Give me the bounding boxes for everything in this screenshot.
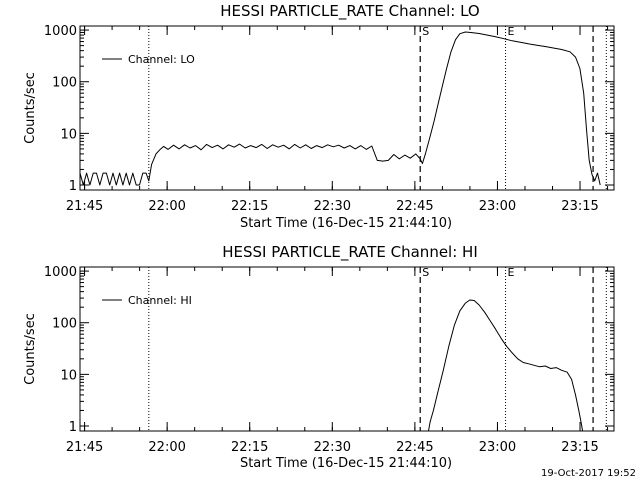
x-axis-label: Start Time (16-Dec-15 21:44:10) xyxy=(240,216,452,231)
chart-panel-lo: HESSI PARTICLE_RATE Channel: LO Counts/s… xyxy=(23,2,615,231)
x-tick-label: 23:15 xyxy=(561,199,598,214)
legend-entry: Channel: HI xyxy=(128,294,192,307)
y-tick-label: 10 xyxy=(60,368,77,383)
y-tick-label: 1000 xyxy=(44,24,77,39)
y-axis-label: Counts/sec xyxy=(23,72,38,144)
marker-label: E xyxy=(508,266,515,279)
chart-title: HESSI PARTICLE_RATE Channel: HI xyxy=(222,243,478,262)
x-tick-label: 22:15 xyxy=(231,199,268,214)
x-tick-label: 22:30 xyxy=(314,440,351,455)
y-tick-label: 1000 xyxy=(44,265,77,280)
plot-frame xyxy=(79,25,615,191)
plot-frame xyxy=(79,266,615,432)
series-line xyxy=(79,31,601,186)
x-tick-label: 22:00 xyxy=(148,199,185,214)
x-tick-label: 21:45 xyxy=(66,199,103,214)
series-line xyxy=(428,299,584,432)
y-tick-label: 100 xyxy=(52,76,77,91)
x-tick-label: 22:45 xyxy=(396,440,433,455)
x-tick-label: 22:45 xyxy=(396,199,433,214)
x-tick-label: 23:00 xyxy=(479,440,516,455)
x-tick-label: 21:45 xyxy=(66,440,103,455)
y-tick-label: 10 xyxy=(60,127,77,142)
legend-entry: Channel: LO xyxy=(128,53,195,66)
marker-label: S xyxy=(422,266,429,279)
x-tick-label: 22:00 xyxy=(148,440,185,455)
marker-label: E xyxy=(508,25,515,38)
footer-timestamp: 19-Oct-2017 19:52 xyxy=(541,468,636,479)
marker-label: S xyxy=(422,25,429,38)
chart-panel-hi: HESSI PARTICLE_RATE Channel: HI Counts/s… xyxy=(23,243,615,471)
x-axis-label: Start Time (16-Dec-15 21:44:10) xyxy=(240,456,452,471)
plot-area: 21:45 22:00 22:15 22:30 22:45 23:00 23:15 1 10 10… xyxy=(44,24,615,214)
y-axis-label: Counts/sec xyxy=(23,313,38,385)
y-tick-label: 100 xyxy=(52,317,77,332)
plot-area: 21:45 22:00 22:15 22:30 22:45 23:00 23:15 1 10 10… xyxy=(44,265,615,455)
x-tick-label: 22:15 xyxy=(231,440,268,455)
x-tick-label: 22:30 xyxy=(314,199,351,214)
x-tick-label: 23:15 xyxy=(561,440,598,455)
y-tick-label: 1 xyxy=(69,179,77,194)
x-tick-label: 23:00 xyxy=(479,199,516,214)
y-tick-label: 1 xyxy=(69,420,77,435)
chart-title: HESSI PARTICLE_RATE Channel: LO xyxy=(220,2,479,21)
